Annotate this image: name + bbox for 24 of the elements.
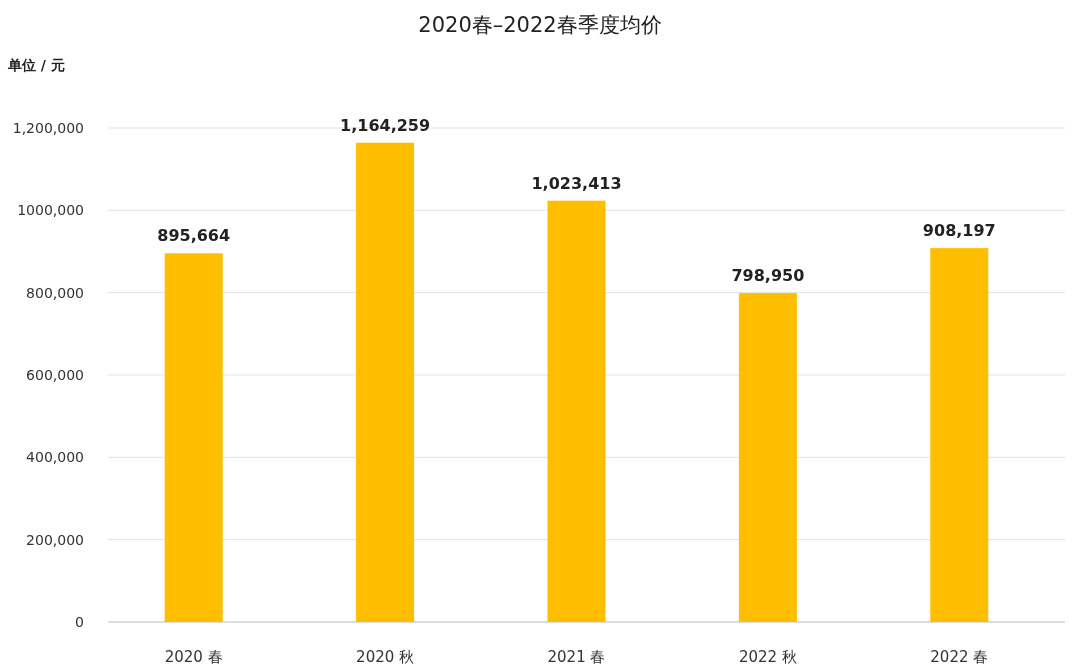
y-tick-label: 1000,000 — [17, 202, 84, 219]
x-tick-label: 2021 春 — [547, 648, 606, 666]
x-tick-label: 2022 秋 — [738, 648, 797, 666]
bar — [547, 200, 606, 622]
data-label: 1,164,259 — [340, 115, 431, 135]
y-tick-label: 800,000 — [26, 284, 84, 301]
x-tick-label: 2022 春 — [930, 648, 989, 666]
y-tick-label: 200,000 — [26, 531, 84, 548]
y-tick-label: 1,200,000 — [12, 120, 84, 136]
y-tick-label: 600,000 — [26, 367, 84, 383]
data-label: 908,197 — [922, 221, 996, 241]
y-axis-title: 单位 / 元 — [7, 57, 65, 73]
data-label: 1,023,413 — [531, 173, 622, 193]
data-label: 798,950 — [731, 266, 805, 286]
y-tick-label: 0 — [75, 614, 84, 630]
chart-title: 2020春–2022春季度均价 — [418, 13, 662, 37]
bar — [738, 293, 797, 622]
bar — [164, 253, 223, 622]
bar — [356, 142, 415, 622]
x-tick-label: 2020 秋 — [356, 648, 415, 666]
x-tick-label: 2020 春 — [164, 648, 223, 666]
bar — [930, 248, 989, 622]
y-tick-label: 400,000 — [26, 449, 84, 466]
data-label: 895,664 — [157, 226, 231, 246]
